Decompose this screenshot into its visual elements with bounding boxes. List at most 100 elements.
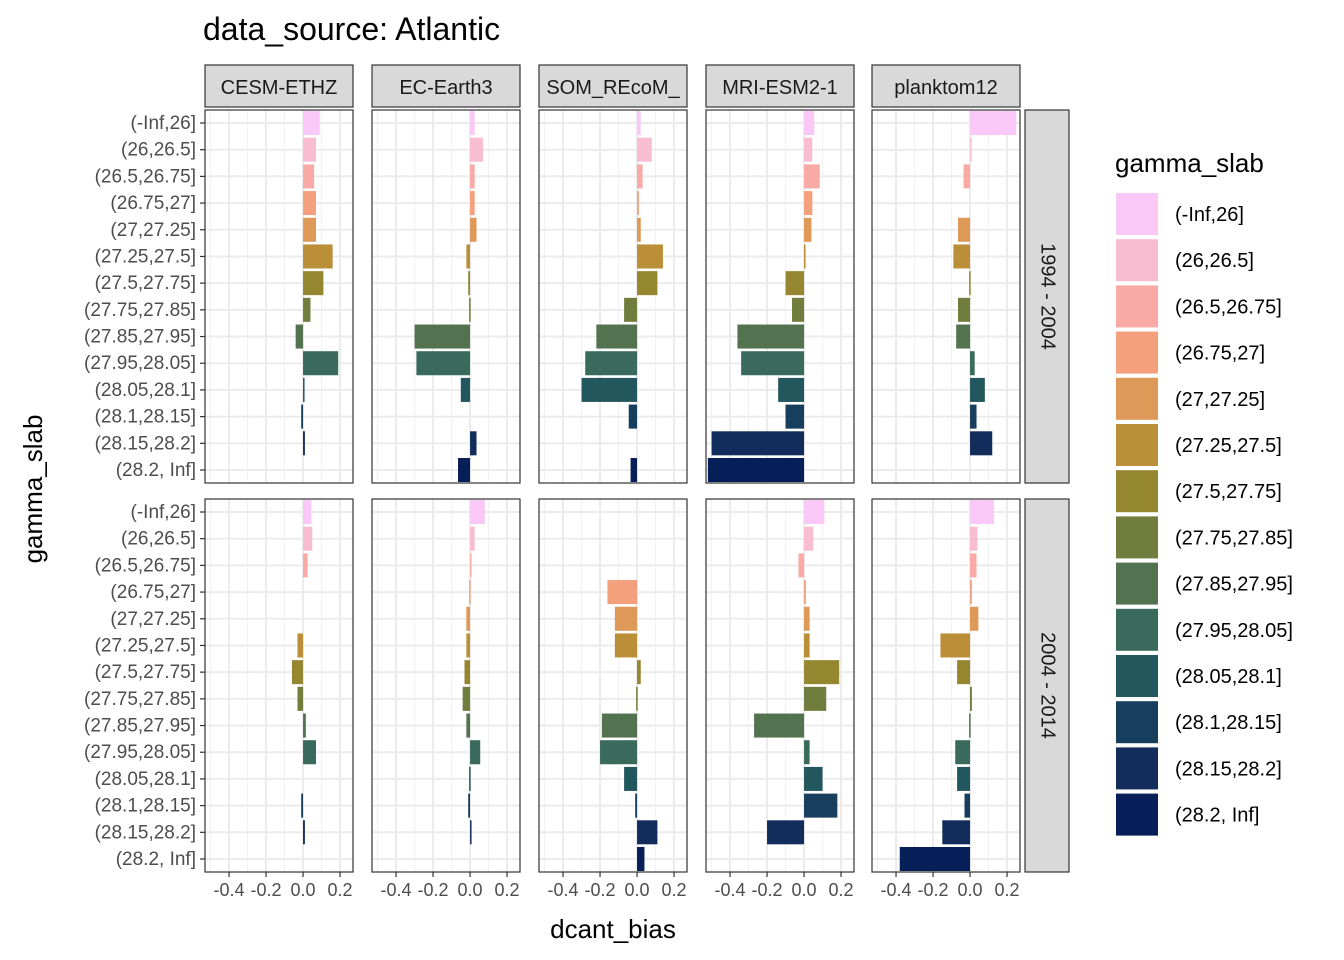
bar <box>303 110 320 136</box>
bar <box>956 324 971 349</box>
bar <box>628 404 638 429</box>
x-axis-title: dcant_bias <box>550 914 676 944</box>
y-tick-label: (28.05,28.1] <box>95 769 196 790</box>
x-tick-label: -0.2 <box>418 880 449 900</box>
bar <box>737 324 805 349</box>
bar <box>470 740 481 765</box>
panel-0-3 <box>705 109 855 484</box>
column-strip-1 <box>371 64 521 108</box>
legend-key <box>1116 285 1158 328</box>
bar <box>804 244 806 269</box>
bar <box>470 499 485 525</box>
bar <box>470 217 477 242</box>
bar <box>295 324 304 349</box>
bar <box>798 553 805 578</box>
legend-label: (26.75,27] <box>1175 343 1265 365</box>
bar <box>637 164 643 189</box>
bar <box>303 191 316 216</box>
bar <box>470 526 475 551</box>
column-strip-label: SOM_REcoM_ <box>546 77 680 99</box>
bar <box>468 271 471 296</box>
column-strip-4 <box>871 64 1021 108</box>
bar <box>804 793 838 818</box>
bar <box>899 846 971 872</box>
panel-1-0 <box>204 498 354 873</box>
bar <box>804 606 810 631</box>
bar <box>581 377 638 402</box>
legend-key <box>1116 608 1158 651</box>
row-strip-0 <box>1024 109 1070 484</box>
column-strip-label: CESM-ETHZ <box>221 77 338 99</box>
bar <box>804 217 812 242</box>
bar <box>297 633 304 658</box>
bar <box>600 740 638 765</box>
row-strip-label: 1994 - 2004 <box>1037 243 1059 350</box>
column-strip-2 <box>538 64 688 108</box>
legend-key <box>1116 377 1158 420</box>
bar <box>291 660 304 685</box>
bar <box>624 766 638 791</box>
y-tick-label: (26.5,26.75] <box>95 555 196 576</box>
x-tick-label: -0.2 <box>251 880 282 900</box>
bar <box>970 526 978 551</box>
x-tick-label: 0.2 <box>495 880 520 900</box>
x-tick-label: 0.2 <box>328 880 353 900</box>
legend-label: (27.85,27.95] <box>1175 574 1293 596</box>
y-axis-title: gamma_slab <box>18 415 48 564</box>
bar <box>585 351 638 376</box>
legend-label: (26.5,26.75] <box>1175 296 1282 318</box>
x-tick-label: -0.2 <box>752 880 783 900</box>
panel-background <box>872 499 1020 872</box>
y-tick-label: (27.25,27.5] <box>95 246 196 267</box>
legend-key <box>1116 331 1158 374</box>
row-strip-label: 2004 - 2014 <box>1037 632 1059 739</box>
y-tick-label: (28.05,28.1] <box>95 380 196 401</box>
bar <box>970 110 1017 136</box>
bar <box>301 793 304 818</box>
bar <box>970 137 972 162</box>
bar <box>469 297 471 322</box>
bar <box>303 431 305 456</box>
bar <box>460 377 471 402</box>
bar <box>969 271 971 296</box>
bar <box>637 846 645 872</box>
y-tick-label: (27.25,27.5] <box>95 635 196 656</box>
bar <box>804 191 813 216</box>
y-tick-label: (26.75,27] <box>110 193 196 214</box>
bar <box>953 244 971 269</box>
column-strip-label: MRI-ESM2-1 <box>722 77 838 99</box>
y-tick-label: (27.5,27.75] <box>95 662 196 683</box>
panel-border <box>538 498 688 873</box>
legend-key <box>1116 655 1158 697</box>
legend: gamma_slab (-Inf,26] (26,26.5] (26.5,26.75… <box>1115 148 1293 836</box>
bar <box>637 137 652 162</box>
bar <box>468 793 471 818</box>
bar <box>458 457 471 483</box>
bar <box>596 324 638 349</box>
x-tick-label: -0.4 <box>881 880 912 900</box>
bar <box>470 553 472 578</box>
bar <box>303 271 324 296</box>
y-tick-label: (26.75,27] <box>110 582 196 603</box>
bar <box>470 191 475 216</box>
legend-label: (27,27.25] <box>1175 389 1265 411</box>
bar <box>637 110 641 136</box>
bar <box>466 633 471 658</box>
bar <box>416 351 471 376</box>
x-tick-label: -0.4 <box>381 880 412 900</box>
bar <box>785 404 805 429</box>
x-tick-label: -0.4 <box>715 880 746 900</box>
y-tick-label: (28.15,28.2] <box>95 433 196 454</box>
bar <box>466 244 471 269</box>
bar <box>614 606 638 631</box>
panel-1-3 <box>705 498 855 873</box>
x-tick-label: -0.4 <box>548 880 579 900</box>
legend-key <box>1116 193 1158 235</box>
legend-label: (27.5,27.75] <box>1175 481 1282 503</box>
panel-background <box>205 499 353 872</box>
x-tick-label: 0.0 <box>291 880 316 900</box>
panel-0-0 <box>204 109 354 484</box>
y-tick-label: (28.2, Inf] <box>116 849 196 870</box>
y-tick-label: (26.5,26.75] <box>95 166 196 187</box>
y-tick-label: (-Inf,26] <box>131 113 196 134</box>
